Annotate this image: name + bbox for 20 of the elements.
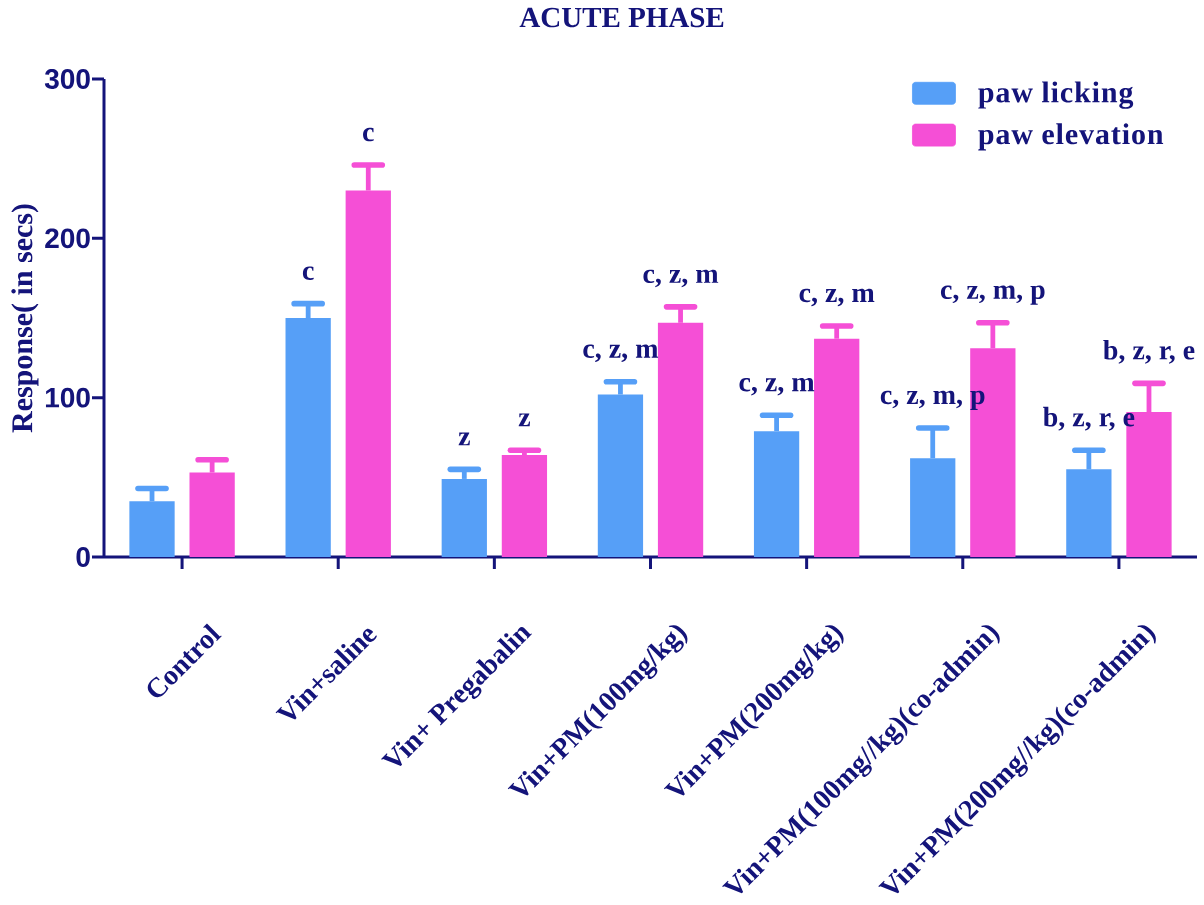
data-label: c, z, m [643, 269, 719, 288]
bar [501, 455, 548, 557]
data-label: c, z, m [739, 377, 815, 396]
data-label: b, z, r, e [1103, 339, 1195, 364]
data-label: c, z, m, p [880, 390, 985, 410]
legend-label: paw licking [978, 81, 1134, 109]
data-label: c [363, 127, 374, 142]
data-label: c, z, m [799, 288, 875, 307]
data-label: c [302, 266, 314, 280]
data-label: c, z, m [583, 344, 659, 363]
legend-label: paw elevation [978, 123, 1164, 151]
data-label: z [518, 413, 531, 427]
data-label: z [458, 432, 470, 446]
y-tick-label: 300 [44, 69, 90, 89]
chart-title: ACUTE PHASE [519, 7, 724, 28]
y-tick-label: 200 [45, 228, 90, 249]
y-axis-title: Response( in secs) [11, 204, 39, 433]
y-tick-label: 100 [45, 387, 90, 408]
data-label: c, z, m, p [940, 285, 1045, 305]
y-tick-label: 0 [76, 547, 90, 567]
